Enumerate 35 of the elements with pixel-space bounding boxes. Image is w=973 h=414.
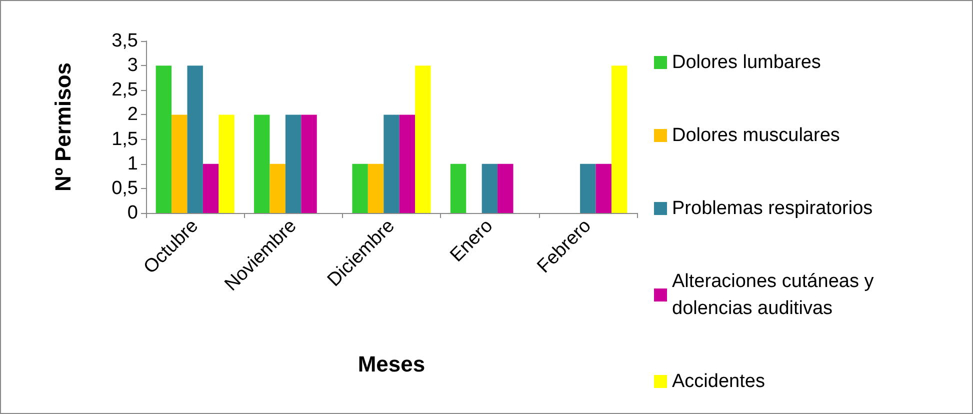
bar: [301, 114, 317, 213]
bar: [580, 164, 596, 213]
legend-label: Problemas respiratorios: [672, 198, 873, 219]
bar: [399, 114, 416, 213]
legend-label: Dolores musculares: [672, 125, 840, 146]
bar: [450, 164, 466, 213]
y-tick-label: 1: [127, 153, 138, 174]
legend-label: Accidentes: [672, 371, 765, 392]
y-tick-label: 3,5: [112, 30, 138, 52]
bar: [270, 164, 286, 213]
x-axis-title: Meses: [358, 352, 426, 376]
y-tick-label: 2: [127, 104, 138, 126]
y-tick-label: 0: [127, 202, 138, 224]
y-tick-label: 3: [127, 55, 138, 76]
bar: [202, 164, 219, 213]
bar: [596, 164, 612, 213]
bar: [352, 164, 368, 213]
bar: [156, 66, 172, 213]
bar: [415, 66, 431, 213]
y-tick-label: 0,5: [112, 178, 138, 199]
legend-label: Dolores lumbares: [672, 52, 821, 73]
bar: [218, 114, 234, 213]
bar: [498, 164, 514, 213]
y-tick-label: 1,5: [112, 128, 138, 150]
y-tick-label: 2,5: [112, 80, 138, 101]
bar: [172, 114, 188, 213]
bar: [482, 164, 498, 213]
legend-label: Alteraciones cutáneas y dolencias auditivas: [672, 271, 880, 319]
bar: [384, 114, 400, 213]
bar: [611, 66, 628, 213]
y-axis-title: Nº Permisos: [50, 62, 76, 192]
bar: [368, 164, 384, 213]
bar: [187, 66, 203, 213]
bar: [285, 114, 302, 213]
bar: [254, 114, 270, 213]
